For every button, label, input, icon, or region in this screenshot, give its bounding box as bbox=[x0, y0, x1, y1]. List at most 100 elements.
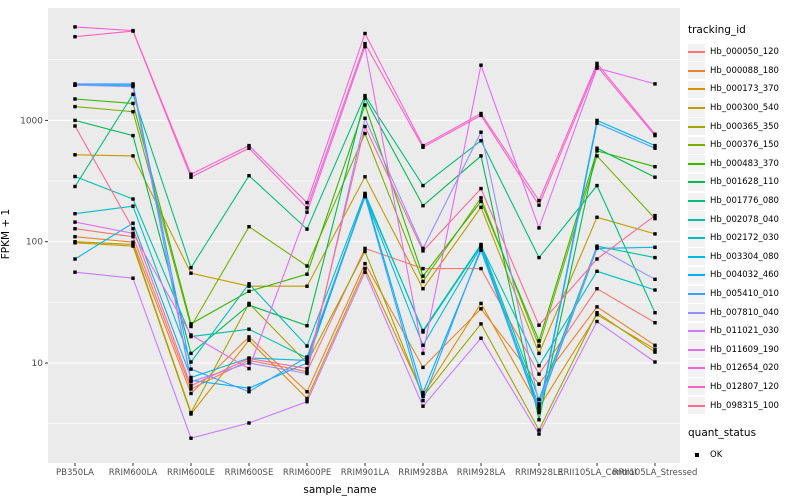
x-tick-label: RRIM600SE bbox=[225, 468, 274, 478]
legend-key-icon bbox=[688, 192, 705, 210]
data-point bbox=[189, 360, 193, 364]
x-tick-label: RRII105LA_Stressed bbox=[613, 468, 698, 478]
data-point bbox=[479, 154, 483, 158]
legend-key-line-icon bbox=[688, 200, 705, 203]
legend-entry: Hb_000173_370 bbox=[688, 80, 798, 99]
legend-key-icon bbox=[688, 304, 705, 322]
legend-key-line-icon bbox=[688, 88, 705, 91]
data-point bbox=[653, 216, 657, 221]
legend-key-icon bbox=[688, 43, 705, 61]
legend-key-line-icon bbox=[688, 367, 705, 370]
legend-key-icon bbox=[688, 359, 705, 377]
data-point bbox=[305, 324, 309, 328]
data-point bbox=[247, 366, 251, 371]
data-point bbox=[189, 384, 193, 388]
data-point bbox=[537, 382, 541, 386]
data-point bbox=[595, 313, 599, 317]
data-point bbox=[537, 418, 541, 422]
quant-status-legend: quant_status OK bbox=[688, 427, 798, 465]
legend-key-icon bbox=[688, 99, 705, 117]
data-point bbox=[479, 301, 483, 306]
data-point bbox=[363, 131, 367, 136]
x-tick-label: RRIM928LA bbox=[457, 468, 506, 478]
x-axis-title: sample_name bbox=[303, 484, 377, 496]
data-point bbox=[479, 246, 483, 250]
data-point bbox=[421, 145, 425, 149]
data-point bbox=[653, 165, 657, 169]
y-tick-label: 100 bbox=[26, 238, 43, 248]
data-point bbox=[421, 394, 425, 399]
data-point bbox=[305, 400, 309, 404]
data-point bbox=[537, 255, 541, 260]
data-point bbox=[537, 408, 541, 412]
data-point bbox=[653, 360, 657, 364]
data-point bbox=[537, 404, 541, 408]
legend-key-icon bbox=[688, 211, 705, 229]
data-point bbox=[363, 175, 367, 179]
legend-key-icon bbox=[688, 155, 705, 173]
data-point bbox=[131, 154, 135, 158]
data-point bbox=[131, 242, 135, 247]
data-point bbox=[421, 279, 425, 284]
legend-entry-label: Hb_000173_370 bbox=[710, 84, 779, 95]
legend-entry-label: Hb_002078_040 bbox=[710, 214, 779, 225]
data-point bbox=[595, 215, 599, 219]
data-point bbox=[421, 390, 425, 395]
legend-key-line-icon bbox=[688, 51, 705, 54]
data-point bbox=[73, 270, 77, 274]
data-point bbox=[363, 261, 367, 266]
data-point bbox=[247, 361, 251, 365]
legend-key-line-icon bbox=[688, 181, 705, 184]
x-tick-label: RRIM600LA bbox=[109, 468, 158, 478]
quant-status-title: quant_status bbox=[688, 426, 757, 439]
data-point bbox=[131, 204, 135, 208]
data-point bbox=[421, 351, 425, 356]
data-point bbox=[653, 288, 657, 292]
data-point bbox=[537, 351, 541, 356]
data-point bbox=[305, 396, 309, 401]
data-point bbox=[247, 327, 251, 331]
data-point bbox=[653, 311, 657, 315]
data-point bbox=[131, 110, 135, 114]
data-point bbox=[131, 221, 135, 225]
data-point bbox=[653, 143, 657, 148]
data-point bbox=[73, 220, 77, 224]
data-point bbox=[305, 264, 309, 268]
data-point bbox=[595, 287, 599, 291]
legend-key-line-icon bbox=[688, 274, 705, 277]
data-point bbox=[131, 29, 135, 33]
data-point bbox=[537, 323, 541, 327]
data-point bbox=[247, 386, 251, 390]
data-point bbox=[421, 365, 425, 370]
data-point bbox=[189, 391, 193, 396]
data-point bbox=[247, 143, 251, 148]
legend-key-icon bbox=[688, 397, 705, 415]
data-point bbox=[653, 255, 657, 260]
data-point bbox=[189, 380, 193, 384]
legend-entry-label: Hb_000300_540 bbox=[710, 103, 779, 114]
data-point bbox=[537, 402, 541, 406]
data-point bbox=[73, 124, 77, 128]
data-point bbox=[247, 338, 251, 342]
legend-entry: Hb_003304_080 bbox=[688, 248, 798, 267]
data-point bbox=[537, 344, 541, 348]
data-point bbox=[421, 246, 425, 251]
data-point bbox=[73, 25, 77, 29]
data-point bbox=[421, 398, 425, 403]
legend-entry: Hb_000300_540 bbox=[688, 99, 798, 118]
black-square-point-icon bbox=[694, 453, 699, 458]
data-point bbox=[479, 199, 483, 204]
data-point bbox=[595, 311, 599, 315]
data-point bbox=[653, 321, 657, 325]
y-axis-title: FPKM + 1 bbox=[0, 208, 12, 260]
data-point bbox=[653, 82, 657, 86]
legend-entry-label: Hb_004032_460 bbox=[710, 270, 779, 281]
data-point bbox=[537, 198, 541, 203]
data-point bbox=[537, 428, 541, 432]
legend-entry-label: Hb_005410_010 bbox=[710, 289, 779, 300]
data-point bbox=[537, 203, 541, 207]
data-point bbox=[479, 307, 483, 311]
data-point bbox=[73, 35, 77, 39]
legend-entry-label: Hb_000088_180 bbox=[710, 65, 779, 76]
legend: tracking_id Hb_000050_120 Hb_000088_180 Hb… bbox=[688, 24, 798, 464]
